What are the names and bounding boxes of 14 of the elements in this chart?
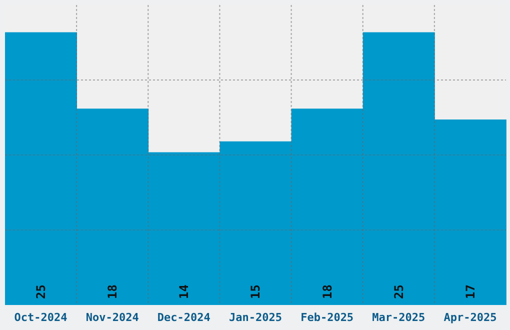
data-label: 15 [248, 284, 263, 299]
data-label: 25 [34, 284, 48, 299]
x-tick-label: Jan-2025 [229, 310, 282, 324]
x-tick-label: Apr-2025 [444, 310, 497, 324]
x-tick-label: Feb-2025 [300, 310, 354, 324]
data-label: 18 [320, 284, 334, 299]
x-tick-label: Nov-2024 [86, 310, 140, 324]
data-label: 25 [392, 284, 406, 299]
x-tick-label: Mar-2025 [372, 310, 426, 324]
x-tick-label: Oct-2024 [14, 310, 68, 324]
data-label: 18 [106, 284, 120, 299]
data-label: 14 [177, 284, 192, 299]
x-tick-label: Dec-2024 [157, 310, 211, 324]
data-label: 17 [463, 284, 478, 299]
